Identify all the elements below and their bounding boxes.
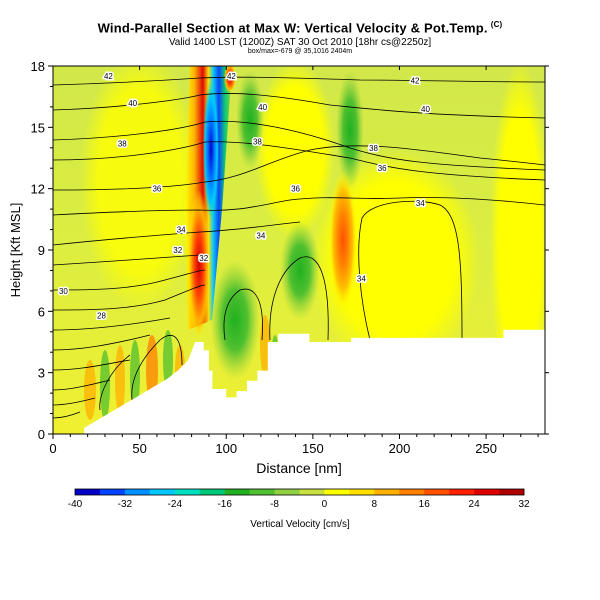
y-axis-label: Height [Kft MSL] (8, 203, 23, 298)
colorbar-tick-label: 32 (518, 499, 530, 510)
colorbar-tick-label: -16 (217, 499, 232, 510)
downdraft-core (203, 80, 219, 220)
y-tick-label: 3 (38, 366, 45, 381)
isentrope-label: 34 (256, 232, 265, 241)
isentrope-label: 40 (128, 99, 137, 108)
colorbar-tick-label: 24 (469, 499, 481, 510)
colorbar-tick-label: 8 (372, 499, 378, 510)
isentrope-label: 42 (227, 72, 236, 81)
isentrope-label: 42 (411, 76, 420, 85)
colorbar-swatch (99, 489, 126, 495)
x-tick-label: 100 (215, 441, 237, 456)
colorbar: -40 -32 -24 -16 -8 0 8 16 24 32 (68, 488, 530, 510)
isentrope-label: 40 (258, 103, 267, 112)
isentrope-label: 36 (152, 185, 161, 194)
isentrope-label: 38 (253, 138, 262, 147)
y-tick-label: 15 (31, 120, 45, 135)
colorbar-swatch (124, 489, 151, 495)
colorbar-swatch (299, 489, 325, 495)
colorbar-tick-label: 16 (419, 499, 431, 510)
isentrope-label: 40 (421, 105, 430, 114)
x-tick-label: 200 (389, 441, 411, 456)
colorbar-swatch (449, 489, 475, 495)
colorbar-swatch (424, 489, 450, 495)
colorbar-swatch (324, 489, 350, 495)
isentrope-label: 42 (104, 72, 113, 81)
colorbar-tick-label: -8 (270, 499, 279, 510)
green-area (280, 220, 320, 320)
colorbar-swatch (249, 489, 275, 495)
colorbar-tick-label: -40 (68, 499, 83, 510)
colorbar-swatch (75, 489, 101, 495)
isentrope-label: 34 (177, 226, 186, 235)
isentrope-label: 32 (199, 254, 208, 263)
isentrope-label: 30 (59, 287, 68, 296)
isentrope-label: 34 (357, 275, 366, 284)
colorbar-swatch (399, 489, 425, 495)
isentrope-label: 34 (416, 199, 425, 208)
yellow-band (80, 66, 200, 310)
colorbar-swatch (499, 489, 525, 495)
x-axis-label: Distance [nm] (256, 460, 342, 476)
colorbar-swatch (224, 489, 250, 495)
terrain-mask (53, 329, 545, 435)
y-tick-label: 6 (38, 304, 45, 319)
isentrope-label: 32 (173, 246, 182, 255)
upper-updraft (224, 66, 236, 93)
colorbar-tick-label: -24 (168, 499, 183, 510)
y-tick-label: 0 (38, 427, 45, 442)
isentrope-label: 28 (97, 311, 106, 320)
x-tick-label: 0 (49, 441, 56, 456)
isentrope-label: 38 (118, 140, 127, 149)
valid-time-line: Valid 1400 LST (1200Z) SAT 30 Oct 2010 [… (168, 37, 432, 48)
green-area (236, 70, 264, 170)
colorbar-label: Vertical Velocity [cm/s] (250, 519, 350, 530)
orange-updraft (329, 170, 357, 310)
updraft-core (188, 190, 210, 340)
chart-title: Wind-Parallel Section at Max W: Vertical… (97, 20, 503, 36)
y-tick-label: 9 (38, 243, 45, 258)
isentrope-label: 36 (291, 185, 300, 194)
colorbar-swatch (174, 489, 201, 495)
colorbar-frame (74, 488, 525, 496)
isentrope-label: 38 (369, 144, 378, 153)
isentrope-lines (53, 76, 545, 419)
y-tick-label: 18 (31, 59, 45, 74)
x-tick-label: 50 (132, 441, 146, 456)
copyright-mark: (C) (490, 20, 503, 29)
y-tick-label: 12 (31, 182, 45, 197)
colorbar-swatch (374, 489, 400, 495)
x-tick-label: 150 (302, 441, 324, 456)
colorbar-tick-label: -32 (118, 499, 133, 510)
yellow-band (255, 66, 335, 240)
colorbar-tick-label: 0 (322, 499, 328, 510)
x-tick-label: 250 (475, 441, 497, 456)
colorbar-swatch (349, 489, 375, 495)
colorbar-swatch (149, 489, 176, 495)
green-area (210, 260, 260, 380)
isentrope-labels: 42 40 38 36 34 32 30 28 32 42 40 38 36 34 38 36 34 34 42 40 (57, 71, 432, 322)
colorbar-swatch (474, 489, 500, 495)
colorbar-swatch (199, 489, 225, 495)
isentrope-label: 36 (378, 164, 387, 173)
colorbar-swatch (274, 489, 300, 495)
x-axis: 0 50 100 150 200 250 (49, 66, 539, 456)
info-line: box/max=-679 @ 35,1016 2404m (247, 48, 353, 55)
